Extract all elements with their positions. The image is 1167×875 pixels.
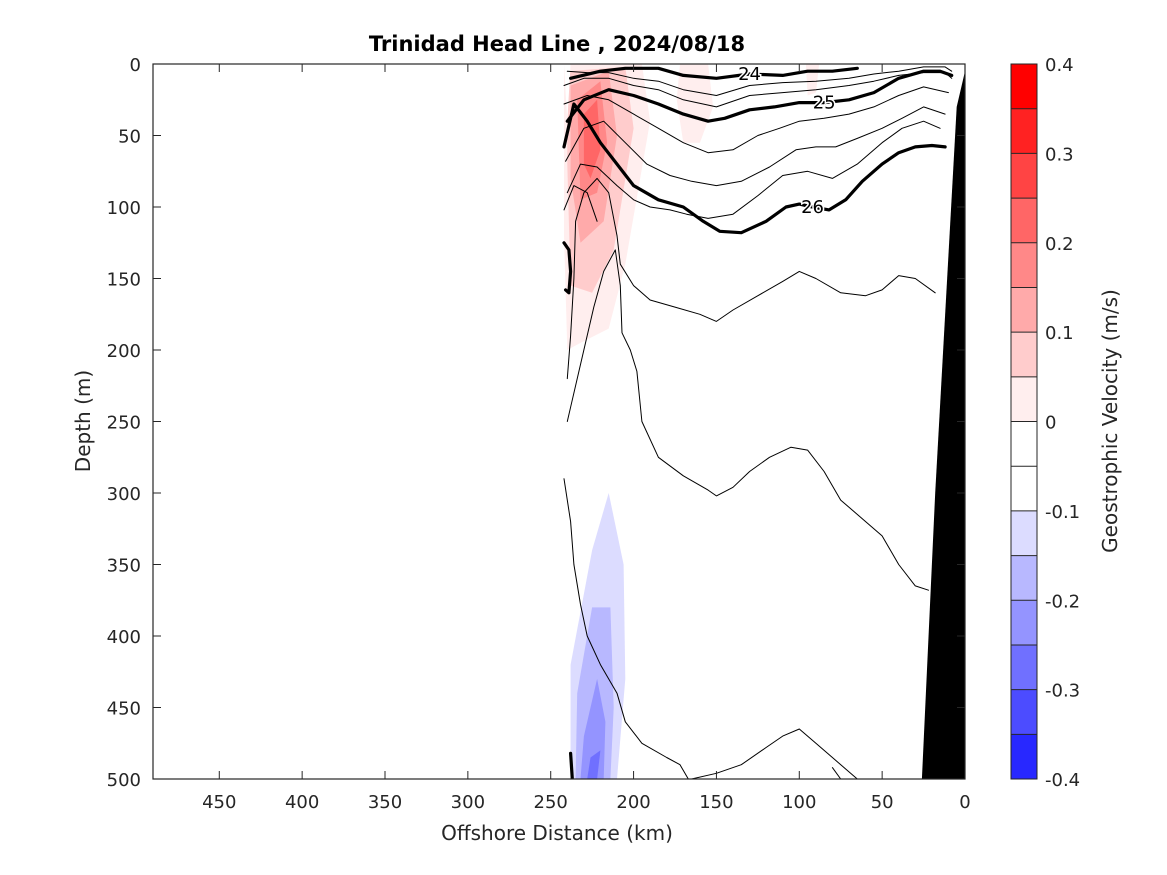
colorbar-segment-7 [1011, 376, 1037, 422]
density-contour-15 [831, 767, 842, 779]
colorbar-frame [1010, 63, 1038, 780]
colorbar-tick-label-5: -0.1 [1045, 502, 1080, 523]
x-tick-label-2: 350 [368, 792, 402, 813]
density-contour-9 [566, 120, 941, 219]
velocity-region-7 [749, 64, 780, 157]
colorbar-label: Geostrophic Velocity (m/s) [1098, 289, 1122, 553]
x-tick-label-3: 300 [451, 792, 485, 813]
x-tick-label-5: 200 [616, 792, 650, 813]
x-tick-label-8: 50 [871, 792, 894, 813]
colorbar-segment-0 [1011, 64, 1037, 110]
plot-area: 24 25 26 [153, 64, 965, 779]
y-axis: 0 50 100 150 200 250 300 350 400 450 500 [107, 55, 965, 791]
x-tick-label-1: 400 [285, 792, 319, 813]
colorbar-tick-label-8: -0.4 [1045, 770, 1080, 791]
colorbar-tick-label-7: -0.3 [1045, 681, 1080, 702]
density-contour-0 [568, 66, 859, 80]
colorbar: 0.4 0.3 0.2 0.1 0 -0.1 -0.2 -0.3 -0.4 [1010, 55, 1080, 791]
velocity-field [564, 64, 949, 779]
x-tick-label-0: 450 [202, 792, 236, 813]
density-contour-3 [562, 241, 573, 295]
colorbar-segment-5 [1011, 287, 1037, 333]
colorbar-tick-label-4: 0 [1045, 413, 1056, 434]
colorbar-segment-2 [1011, 153, 1037, 199]
velocity-region-4 [583, 99, 601, 179]
y-tick-label-0: 0 [130, 55, 141, 76]
velocity-region-15 [564, 64, 571, 122]
colorbar-tick-label-2: 0.2 [1045, 234, 1074, 255]
bathymetry [921, 71, 965, 779]
density-contour-1 [565, 69, 954, 123]
colorbar-segment-9 [1011, 466, 1037, 512]
bathymetry-fill [921, 71, 965, 779]
density-contour-11 [566, 177, 936, 380]
plot-background [153, 64, 965, 779]
contour-label-0: 24 [738, 64, 761, 85]
colorbar-segment-1 [1011, 108, 1037, 154]
colorbar-segment-8 [1011, 421, 1037, 467]
y-tick-label-1: 50 [118, 127, 141, 148]
y-tick-label-6: 300 [107, 484, 141, 505]
colorbar-segment-6 [1011, 332, 1037, 378]
density-contours [562, 66, 954, 779]
y-tick-label-3: 150 [107, 270, 141, 291]
y-tick-label-4: 200 [107, 341, 141, 362]
velocity-region-9 [928, 92, 949, 293]
density-contour-12 [566, 249, 929, 591]
x-axis: 450 400 350 300 250 200 150 100 50 0 [202, 64, 971, 813]
colorbar-tick-label-6: -0.2 [1045, 591, 1080, 612]
x-tick-label-9: 0 [959, 792, 970, 813]
colorbar-segment-4 [1011, 242, 1037, 288]
velocity-region-14 [587, 750, 601, 779]
colorbar-segment-15 [1011, 734, 1037, 780]
colorbar-tick-label-1: 0.3 [1045, 144, 1074, 165]
colorbar-segment-3 [1011, 198, 1037, 244]
y-tick-label-7: 350 [107, 556, 141, 577]
colorbar-segment-14 [1011, 689, 1037, 735]
density-contour-10 [563, 185, 598, 222]
x-axis-label: Offshore Distance (km) [441, 821, 673, 845]
density-contour-13 [563, 478, 689, 779]
contour-labels: 24 25 26 [737, 64, 837, 220]
y-tick-label-5: 250 [107, 413, 141, 434]
chart-title: Trinidad Head Line , 2024/08/18 [369, 32, 745, 56]
x-tick-label-7: 100 [782, 792, 816, 813]
y-tick-label-10: 500 [107, 770, 141, 791]
contour-label-1: 25 [813, 93, 836, 114]
x-tick-label-6: 150 [699, 792, 733, 813]
colorbar-segment-10 [1011, 510, 1037, 557]
density-contour-2 [562, 102, 947, 235]
colorbar-segment-13 [1011, 644, 1037, 691]
y-axis-label: Depth (m) [71, 370, 95, 472]
y-tick-label-2: 100 [107, 198, 141, 219]
colorbar-tick-label-0: 0.4 [1045, 55, 1074, 76]
velocity-region-5 [676, 64, 714, 143]
contour-label-2: 26 [801, 197, 824, 218]
y-tick-label-8: 400 [107, 627, 141, 648]
y-tick-label-9: 450 [107, 699, 141, 720]
density-contour-5 [566, 66, 953, 96]
density-contour-14 [691, 728, 858, 779]
colorbar-segment-11 [1011, 555, 1037, 601]
colorbar-segment-12 [1011, 600, 1037, 646]
colorbar-tick-label-3: 0.1 [1045, 323, 1074, 344]
x-tick-label-4: 250 [534, 792, 568, 813]
density-contour-6 [563, 72, 953, 108]
density-contour-8 [565, 106, 946, 187]
density-contour-7 [563, 86, 949, 154]
density-contour-4 [568, 751, 574, 779]
